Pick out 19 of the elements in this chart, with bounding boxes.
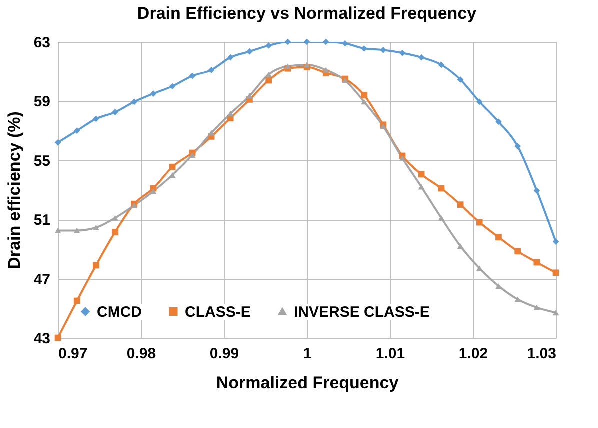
chart-title: Drain Efficiency vs Normalized Frequency (137, 4, 478, 23)
y-tick-label: 63 (34, 34, 50, 52)
x-tick-label: 1.02 (458, 346, 488, 362)
x-tick-label: 0.97 (58, 346, 88, 362)
x-axis-title: Normalized Frequency (216, 374, 400, 392)
y-tick-label: 59 (34, 94, 50, 111)
legend-label: CMCD (97, 304, 142, 321)
legend-label: INVERSE CLASS-E (294, 304, 430, 321)
x-tick-label: 0.98 (126, 346, 156, 362)
x-tick-label: 1.03 (527, 346, 556, 362)
x-tick-label: 1 (303, 346, 312, 362)
x-tick-label: 1.01 (376, 346, 406, 362)
x-tick-label: 0.99 (210, 346, 240, 362)
y-tick-label: 51 (34, 212, 50, 230)
y-tick-label: 47 (34, 271, 50, 288)
y-tick-label: 43 (34, 330, 50, 348)
legend-label: CLASS-E (185, 304, 251, 321)
y-tick-label: 55 (34, 152, 50, 170)
y-axis-title: Drain efficiency (%) (4, 112, 24, 270)
